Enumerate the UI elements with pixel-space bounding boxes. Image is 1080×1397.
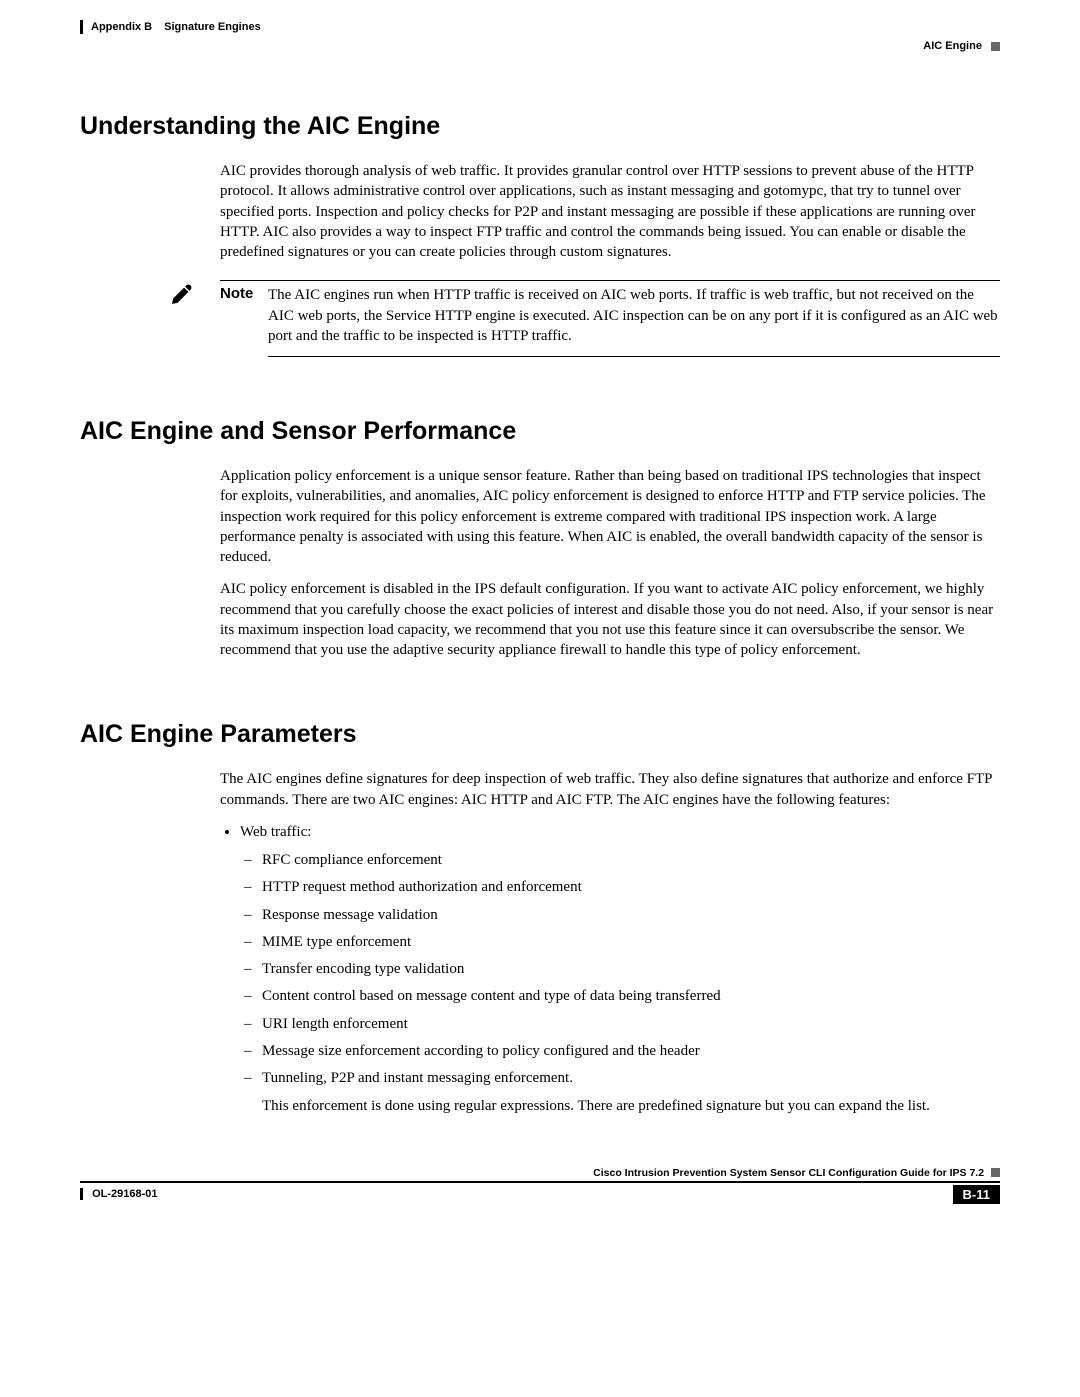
footer-pagenum: B-11 — [953, 1185, 1000, 1204]
section2-body: Application policy enforcement is a uniq… — [220, 466, 1000, 660]
footer-docid: OL-29168-01 — [92, 1188, 157, 1200]
list-item: URI length enforcement — [262, 1014, 1000, 1034]
list-item: MIME type enforcement — [262, 932, 1000, 952]
list-follow: This enforcement is done using regular e… — [262, 1096, 1000, 1116]
footer-pub: Cisco Intrusion Prevention System Sensor… — [593, 1167, 984, 1179]
section1-heading: Understanding the AIC Engine — [80, 112, 1000, 141]
section1-para1: AIC provides thorough analysis of web tr… — [220, 161, 1000, 262]
header-marker — [80, 20, 83, 34]
section2-para2: AIC policy enforcement is disabled in th… — [220, 579, 1000, 660]
list-item-text: Tunneling, P2P and instant messaging enf… — [262, 1070, 573, 1086]
page-header: Appendix B Signature Engines — [80, 20, 1000, 34]
document-page: Appendix B Signature Engines AIC Engine … — [0, 0, 1080, 1254]
note-block: Note The AIC engines run when HTTP traff… — [170, 280, 1000, 357]
note-label: Note — [220, 280, 268, 357]
list-item: RFC compliance enforcement — [262, 850, 1000, 870]
list-item: Message size enforcement according to po… — [262, 1041, 1000, 1061]
section3-para1: The AIC engines define signatures for de… — [220, 769, 1000, 810]
running-tag-text: AIC Engine — [923, 40, 982, 52]
header-title: Signature Engines — [164, 21, 261, 33]
footer-rule — [80, 1181, 1000, 1183]
list-item: HTTP request method authorization and en… — [262, 877, 1000, 897]
list-intro: Web traffic: — [240, 824, 311, 840]
header-appendix: Appendix B — [91, 21, 152, 33]
section3-sublist: RFC compliance enforcement HTTP request … — [240, 850, 1000, 1117]
section2-heading: AIC Engine and Sensor Performance — [80, 417, 1000, 446]
section3-body: The AIC engines define signatures for de… — [220, 769, 1000, 1116]
section3-list: Web traffic: RFC compliance enforcement … — [220, 822, 1000, 1117]
list-item: Content control based on message content… — [262, 986, 1000, 1006]
footer-left: OL-29168-01 — [80, 1188, 158, 1200]
list-item: Transfer encoding type validation — [262, 959, 1000, 979]
running-tag: AIC Engine — [80, 40, 1000, 52]
note-content: The AIC engines run when HTTP traffic is… — [268, 280, 1000, 357]
pencil-icon — [170, 280, 196, 306]
section1-body: AIC provides thorough analysis of web tr… — [220, 161, 1000, 262]
section2-para1: Application policy enforcement is a uniq… — [220, 466, 1000, 567]
list-item: Response message validation — [262, 905, 1000, 925]
list-item: Web traffic: RFC compliance enforcement … — [240, 822, 1000, 1117]
section3-heading: AIC Engine Parameters — [80, 720, 1000, 749]
page-footer: Cisco Intrusion Prevention System Sensor… — [80, 1167, 1000, 1204]
footer-square-icon — [991, 1168, 1000, 1177]
running-tag-square-icon — [991, 42, 1000, 51]
list-item: Tunneling, P2P and instant messaging enf… — [262, 1068, 1000, 1117]
footer-marker — [80, 1188, 83, 1200]
